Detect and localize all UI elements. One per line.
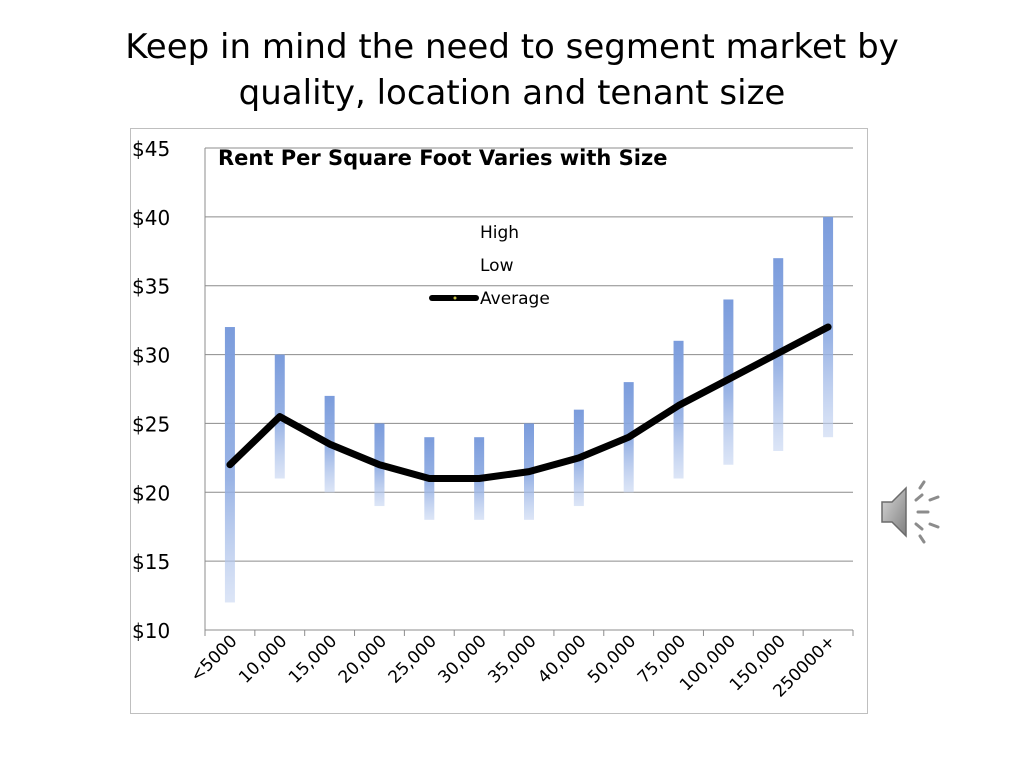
chart-title: Rent Per Square Foot Varies with Size	[218, 146, 668, 170]
slide-title-line-1: Keep in mind the need to segment market …	[125, 27, 899, 67]
y-tick-label: $15	[132, 550, 170, 574]
y-tick-label: $20	[132, 481, 170, 505]
x-tick-label: 15,000	[285, 631, 341, 687]
y-tick-label: $35	[132, 275, 170, 299]
speaker-icon[interactable]	[876, 476, 948, 548]
high-low-bars	[224, 216, 834, 603]
average-point	[428, 477, 431, 480]
y-tick-label: $40	[132, 206, 170, 230]
x-tick-label: 30,000	[434, 631, 490, 687]
x-tick-label: 35,000	[484, 631, 540, 687]
x-tick-label: 50,000	[584, 631, 640, 687]
x-tick-label: 40,000	[534, 631, 590, 687]
average-point	[528, 470, 530, 473]
y-tick-label: $10	[132, 619, 170, 643]
average-line-group	[226, 323, 832, 483]
average-point	[378, 463, 381, 466]
average-point	[677, 404, 680, 407]
x-tick-label: 10,000	[235, 631, 291, 687]
x-tick-label: 20,000	[335, 631, 391, 687]
y-tick-label: $25	[132, 412, 170, 436]
legend-high: High	[480, 223, 519, 243]
average-point	[278, 415, 281, 418]
legend-average-marker	[453, 296, 457, 300]
average-point	[627, 436, 630, 439]
slide-title: Keep in mind the need to segment market …	[40, 24, 984, 116]
legend: High Low Average	[429, 223, 550, 309]
average-point	[827, 326, 830, 329]
legend-average: Average	[480, 289, 550, 309]
x-tick-label: 25,000	[385, 631, 441, 687]
average-point	[777, 352, 780, 355]
y-tick-label: $45	[132, 137, 170, 161]
chart-frame	[130, 128, 868, 714]
y-tick-label: $30	[132, 344, 170, 368]
average-point	[328, 443, 331, 446]
average-point	[228, 463, 231, 466]
x-tick-label: <5000	[187, 631, 242, 686]
average-point	[577, 456, 580, 459]
gridlines	[204, 147, 854, 636]
legend-low: Low	[480, 256, 514, 276]
x-axis-ticks: <500010,00015,00020,00025,00030,00035,00…	[187, 631, 840, 701]
y-axis-ticks: $10 $15 $20 $25 $30 $35 $40 $45	[132, 137, 170, 643]
slide-title-line-2: quality, location and tenant size	[238, 73, 786, 113]
average-point	[478, 477, 481, 480]
average-point	[727, 378, 730, 381]
